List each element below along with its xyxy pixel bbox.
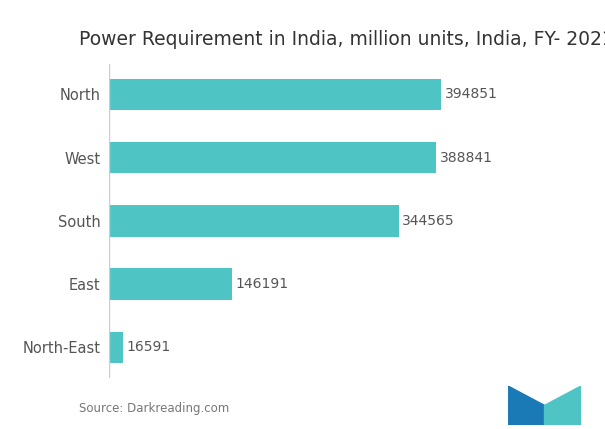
- Bar: [109, 79, 441, 110]
- Polygon shape: [508, 386, 544, 425]
- Polygon shape: [544, 386, 581, 425]
- Text: 388841: 388841: [440, 151, 492, 165]
- Text: 394851: 394851: [445, 88, 497, 101]
- Bar: [109, 142, 436, 173]
- Bar: [109, 269, 232, 300]
- Text: 146191: 146191: [235, 277, 289, 291]
- Bar: [109, 332, 123, 363]
- Text: 344565: 344565: [402, 214, 455, 228]
- Text: Source: Darkreading.com: Source: Darkreading.com: [79, 402, 229, 415]
- Text: Power Requirement in India, million units, India, FY- 2021: Power Requirement in India, million unit…: [79, 30, 605, 49]
- Bar: [109, 205, 399, 237]
- Text: 16591: 16591: [126, 341, 171, 354]
